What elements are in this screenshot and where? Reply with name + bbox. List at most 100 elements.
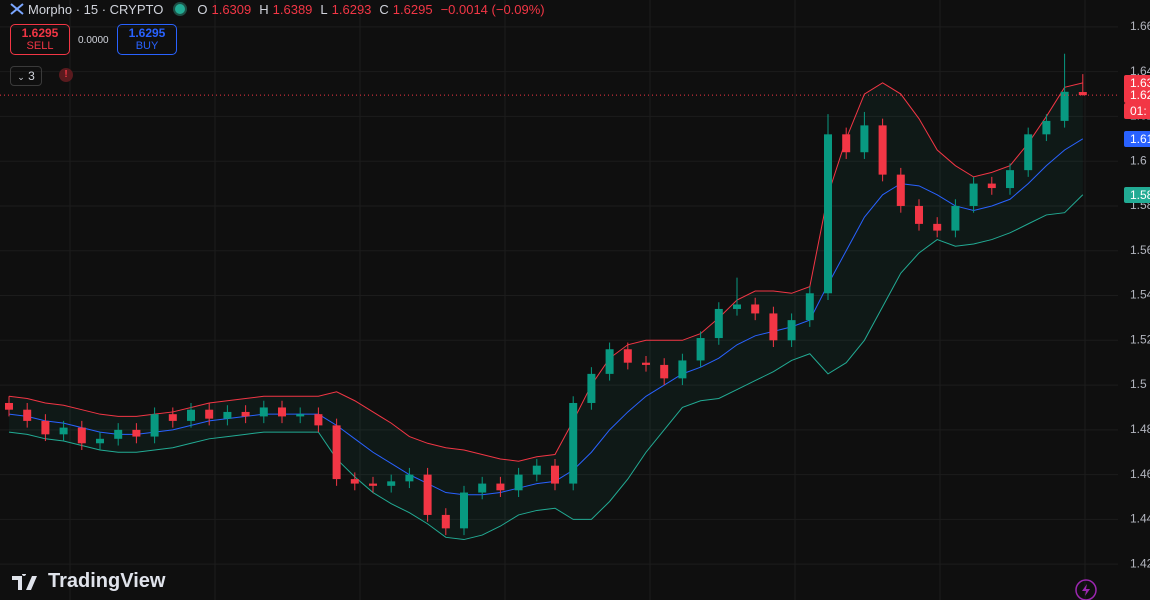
low-value: 1.6293 [331,1,372,17]
candle-body [1078,92,1087,96]
brand-logo [12,573,37,590]
candle-body [987,183,996,189]
candle-body [114,429,123,439]
sell-label: SELL [26,40,54,52]
upper-band-label: 1.635 [1124,74,1150,91]
candle-body [405,474,414,482]
candle-body [314,414,323,426]
candle-body [1042,120,1051,135]
last-price-label: 1.6295 [1124,87,1150,104]
candle-body [660,364,669,379]
candle-body [751,304,760,314]
symbol-icon [10,3,24,15]
candle-body [569,402,578,484]
candle-body [514,474,523,491]
y-tick-label: 1.66 [1130,19,1150,33]
y-tick-label: 1.64 [1130,64,1150,78]
candle-body [77,427,86,444]
candle-body [296,414,305,417]
candle-body [23,409,32,421]
candle-body [423,474,432,515]
candle-body [1060,91,1069,121]
candle-body [951,205,960,231]
y-tick-label: 1.48 [1130,422,1150,436]
indicators-count: 3 [28,69,35,83]
candle-body [241,411,250,417]
candle-body [223,411,232,419]
candle-body [605,349,614,374]
candle-body [168,414,177,421]
open-value: 1.6309 [211,1,252,17]
candle-body [1024,134,1033,171]
low-key: L [320,1,328,17]
candle-body [824,134,832,294]
candle-body [969,183,978,206]
candle-body [842,134,851,153]
indicators-toggle[interactable]: ⌄ 3 [10,66,42,86]
buy-price: 1.6295 [128,26,166,40]
open-key: O [197,1,208,17]
lower-band-label: 1.585 [1124,186,1150,203]
high-key: H [259,1,269,17]
candle-body [587,373,596,403]
alert-button[interactable] [1074,578,1098,600]
candle-body [205,409,214,419]
candle-body [896,174,905,206]
warning-icon[interactable]: ! [59,68,73,82]
sell-price: 1.6295 [21,26,59,40]
candle-body [132,429,141,437]
close-key: C [379,1,389,17]
bb-lower-line [8,194,1084,541]
bb-upper-line [8,82,1083,462]
symbol[interactable]: Morpho · 15 · CRYPTO [28,1,164,17]
legend-header: Morpho · 15 · CRYPTO O 1.6309 H 1.6389 L 1.… [10,0,549,18]
band-fill [9,82,1083,540]
candle-body [460,492,468,529]
candle-body [441,514,450,529]
candle-body [714,308,723,339]
candle-body [369,483,377,486]
buy-label: BUY [135,40,159,52]
candle-body [259,407,268,417]
sell-button[interactable]: 1.6295 SELL [10,24,70,55]
candle-body [278,407,286,417]
candle-body [150,414,159,437]
candle-body [733,304,741,309]
y-tick-label: 1.5 [1130,377,1147,391]
brand: TradingView [12,570,165,593]
candle-body [5,402,13,410]
candle-body [41,420,50,435]
close-value: 1.6295 [392,1,433,17]
y-tick-label: 1.6 [1130,153,1147,167]
y-tick-label: 1.44 [1130,512,1150,526]
candle-body [878,125,887,175]
brand-name: TradingView [48,570,166,592]
candle-body [1006,170,1014,189]
candle-body [187,409,195,421]
candle-body [96,438,104,444]
candle-body [623,349,632,363]
candle-body [787,320,796,341]
y-tick-label: 1.52 [1130,332,1150,346]
high-value: 1.6389 [272,1,313,17]
y-tick-label: 1.56 [1130,243,1150,257]
y-tick-label: 1.46 [1130,467,1150,481]
spread: 0.0000 [78,35,109,46]
candle-body [478,483,487,493]
candle-body [350,479,359,484]
candle-body [496,483,505,491]
y-tick-label: 1.42 [1130,556,1150,570]
countdown: 01: [1124,103,1150,120]
candle-body [860,125,869,153]
buy-button[interactable]: 1.6295 BUY [117,24,177,55]
candle-body [387,481,396,486]
basis-label: 1.61 [1124,130,1150,147]
candle-body [678,360,687,379]
candle-body [532,465,541,475]
candle-body [769,313,778,341]
market-status [175,4,186,14]
candle-body [805,293,814,321]
candle-body [642,362,650,365]
